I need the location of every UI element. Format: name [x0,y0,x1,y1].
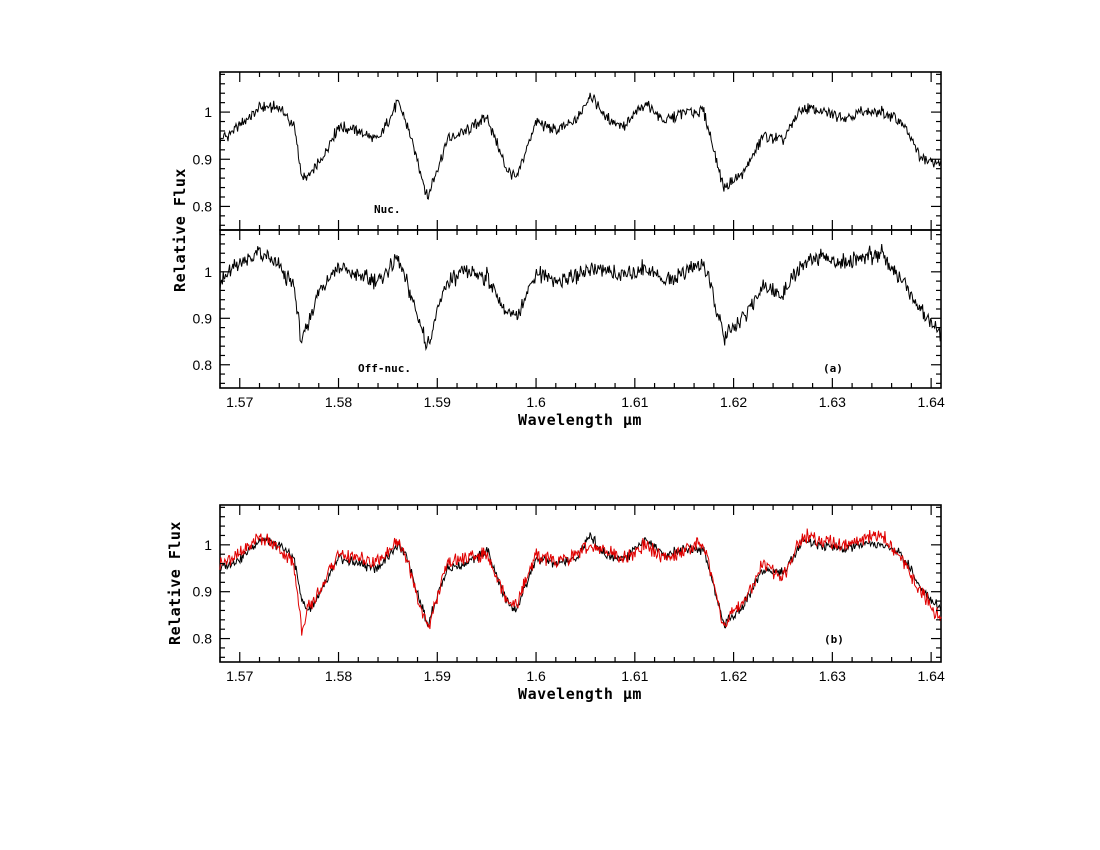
panel-b-annotation: (b) [824,633,844,646]
panel-a-x-tick-label: 1.6 [526,394,546,410]
panel-a-x-tick-label: 1.61 [621,394,648,410]
panel-a-annotation: (a) [823,362,843,375]
panel-b-x-tick-label: 1.58 [325,668,352,684]
panel-b-x-tick-label: 1.59 [424,668,451,684]
panel-a: 0.80.91 Nuc. 0.80.91 Off-nuc. (a) 1.57 1.… [171,71,945,429]
panel-a-x-axis-label: Wavelength μm [518,411,642,429]
panel-a-lower-y-tick-label: 1 [204,264,212,280]
panel-a-upper-y-tick-label: 0.9 [193,151,213,167]
panel-b-x-axis-label: Wavelength μm [518,685,642,703]
panel-a-x-tick-label: 1.62 [720,394,747,410]
spectrum-b-black-line [219,532,942,629]
label-off-nuc: Off-nuc. [358,362,411,375]
panel-b-x-tick-label: 1.62 [720,668,747,684]
panel-a-x-tick-label: 1.64 [917,394,944,410]
panel-b-frame [219,504,942,663]
panel-a-y-axis-label: Relative Flux [171,168,189,292]
panel-a-upper-y-tick-label: 0.8 [193,198,213,214]
panel-b-y-ticks: 0.8 0.9 1 [193,506,941,658]
spectrum-b-red-line [219,528,942,636]
panel-b-x-tick-label: 1.6 [526,668,546,684]
panel-a-x-tick-label: 1.57 [226,394,253,410]
panel-b-y-tick-label: 1 [204,537,212,553]
panel-a-x-tick-label: 1.59 [424,394,451,410]
panel-a-x-tick-label: 1.58 [325,394,352,410]
spectrum-off-nuc-line [219,243,942,352]
panel-b-x-tick-label: 1.63 [819,668,846,684]
panel-a-upper-y-ticks: 0.8 0.9 1 [193,73,941,226]
panel-b-x-tick-label: 1.64 [917,668,944,684]
panel-a-lower-y-tick-label: 0.8 [193,357,213,373]
spectrum-nuc-line [219,92,942,200]
panel-a-upper-y-tick-label: 1 [204,104,212,120]
panel-b-x-tick-label: 1.57 [226,668,253,684]
panel-b-y-tick-label: 0.9 [193,584,213,600]
label-nuc: Nuc. [374,203,401,216]
panel-b-y-axis-label: Relative Flux [166,521,184,645]
panel-b: 0.80.91 1.57 1.58 1.59 1.6 1.61 1.62 1.63 1.64 … [166,504,945,703]
panel-b-y-tick-label: 0.8 [193,631,213,647]
panel-b-x-ticks: 1.57 1.58 1.59 1.6 1.61 1.62 1.63 1.64 [219,505,945,684]
panel-a-lower-y-tick-label: 0.9 [193,310,213,326]
panel-a-x-ticks: 1.57 1.58 1.59 1.6 1.61 1.62 1.63 1.64 [219,72,945,410]
panel-b-x-tick-label: 1.61 [621,668,648,684]
panel-a-lower-y-ticks: 0.8 0.9 1 [193,234,941,384]
panel-a-x-tick-label: 1.63 [819,394,846,410]
